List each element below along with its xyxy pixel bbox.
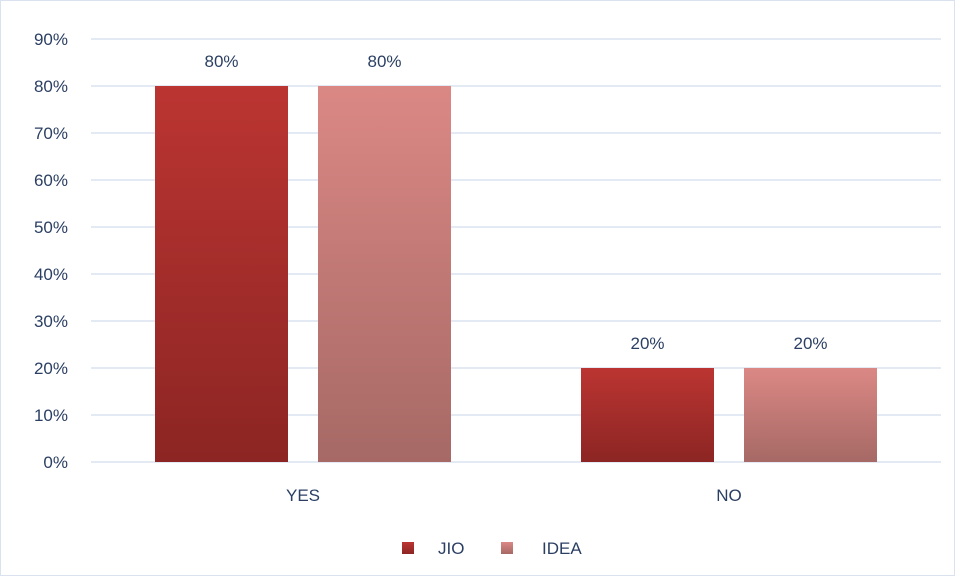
y-tick-label: 70%	[34, 124, 68, 143]
bar-idea-no	[744, 368, 877, 462]
y-tick-label: 80%	[34, 77, 68, 96]
bar-jio-yes	[155, 86, 288, 462]
data-label: 20%	[630, 334, 664, 353]
bar-jio-no	[581, 368, 714, 462]
y-axis-ticks: 0% 10% 20% 30% 40% 50% 60% 70% 80% 90%	[34, 30, 68, 472]
bar-idea-yes	[318, 86, 451, 462]
legend-swatch-idea	[501, 542, 513, 554]
y-tick-label: 0%	[43, 453, 68, 472]
y-tick-label: 30%	[34, 312, 68, 331]
data-label: 80%	[204, 52, 238, 71]
x-category-label: YES	[286, 486, 320, 505]
legend-label-jio: JIO	[438, 539, 464, 558]
legend: JIO IDEA	[402, 539, 582, 558]
data-labels: 80% 80% 20% 20%	[204, 52, 827, 353]
bars	[155, 86, 877, 462]
y-tick-label: 90%	[34, 30, 68, 49]
legend-swatch-jio	[402, 542, 414, 554]
legend-label-idea: IDEA	[542, 539, 582, 558]
data-label: 80%	[367, 52, 401, 71]
y-tick-label: 50%	[34, 218, 68, 237]
data-label: 20%	[793, 334, 827, 353]
x-category-label: NO	[716, 486, 742, 505]
y-tick-label: 60%	[34, 171, 68, 190]
y-tick-label: 40%	[34, 265, 68, 284]
y-tick-label: 20%	[34, 359, 68, 378]
y-tick-label: 10%	[34, 406, 68, 425]
x-axis-categories: YES NO	[286, 486, 742, 505]
